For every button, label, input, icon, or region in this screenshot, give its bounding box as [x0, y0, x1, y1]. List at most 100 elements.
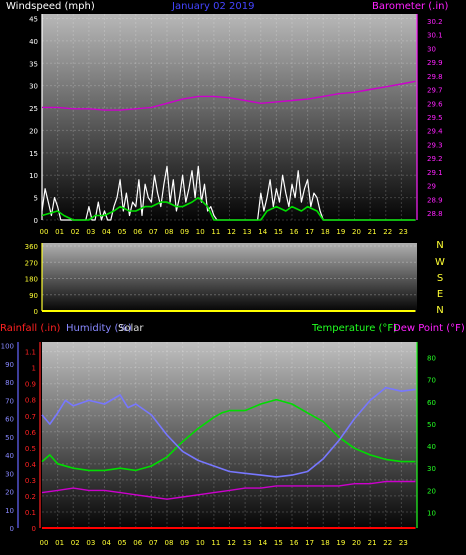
- direction-y-tick-label: 270: [25, 259, 38, 267]
- x-tick-label: 13: [243, 228, 252, 236]
- baro-y-tick-label: 28.8: [427, 210, 443, 218]
- rain-y-tick-label: 1.1: [25, 349, 36, 357]
- wind-direction-plot-area: [42, 243, 417, 311]
- x-tick-label: 08: [165, 228, 174, 236]
- x-tick-label: 23: [399, 228, 408, 236]
- rainfall-axis-label: Rainfall (.in): [0, 323, 61, 334]
- x-tick-label: 13: [243, 539, 252, 547]
- humidity-y-tick-label: 70: [5, 397, 14, 405]
- temperature-series-line: [41, 398, 416, 472]
- wind-y-tick-label: 30: [29, 83, 38, 91]
- temp-y-tick-label: 10: [427, 510, 436, 518]
- wind-baro-grid: [41, 14, 418, 221]
- x-tick-label: 05: [118, 228, 127, 236]
- x-tick-label: 17: [305, 228, 314, 236]
- rain-y-tick-label: 0.9: [25, 381, 36, 389]
- wind-y-tick-label: 35: [29, 60, 38, 68]
- humidity-y-tick-label: 10: [5, 507, 14, 515]
- x-tick-label: 16: [290, 228, 299, 236]
- direction-y-tick-label: 360: [25, 243, 38, 251]
- x-tick-label: 07: [149, 228, 158, 236]
- temp-y-tick-label: 40: [427, 443, 436, 451]
- rain-y-tick-label: 0.4: [25, 461, 37, 469]
- x-tick-label: 03: [86, 539, 95, 547]
- x-tick-label: 07: [149, 539, 158, 547]
- x-tick-label: 00: [40, 228, 49, 236]
- baro-y-tick-label: 30.1: [427, 32, 443, 40]
- x-tick-label: 08: [165, 539, 174, 547]
- windspeed-axis-label: Windspeed (mph): [6, 1, 95, 12]
- baro-y-tick-label: 29.6: [427, 100, 443, 108]
- wind-baro-ticks: 05101520253035404528.828.92929.129.229.3…: [29, 15, 443, 236]
- direction-y-tick-label: 0: [34, 308, 38, 316]
- x-tick-label: 17: [305, 539, 314, 547]
- wind-y-tick-label: 25: [29, 105, 38, 113]
- x-tick-label: 18: [321, 539, 330, 547]
- wind-baro-marks: [41, 80, 416, 221]
- compass-label-n: N: [436, 240, 443, 251]
- humidity-y-tick-label: 50: [5, 434, 14, 442]
- x-tick-label: 15: [274, 228, 283, 236]
- x-tick-label: 12: [227, 228, 236, 236]
- humidity-axis-label: Humidity (%): [66, 323, 132, 334]
- dewpoint-axis-label: Dew Point (°F): [393, 323, 465, 334]
- direction-y-tick-label: 180: [25, 276, 38, 284]
- x-tick-label: 23: [399, 539, 408, 547]
- x-tick-label: 09: [180, 539, 189, 547]
- x-tick-label: 04: [102, 539, 111, 547]
- x-tick-label: 11: [211, 228, 220, 236]
- baro-y-tick-label: 29.5: [427, 114, 443, 122]
- direction-y-tick-label: 90: [29, 292, 38, 300]
- x-tick-label: 15: [274, 539, 283, 547]
- baro-y-tick-label: 30: [427, 45, 436, 53]
- rain-y-tick-label: 0.7: [25, 413, 36, 421]
- x-tick-label: 01: [55, 539, 64, 547]
- solar-axis-label: Solar: [118, 323, 144, 334]
- humidity-y-tick-label: 30: [5, 470, 14, 478]
- x-tick-label: 05: [118, 539, 127, 547]
- wind-y-tick-label: 40: [29, 38, 38, 46]
- temp-humidity-marks: [41, 386, 416, 529]
- humidity-y-tick-label: 60: [5, 416, 14, 424]
- humidity-y-tick-label: 0: [10, 525, 14, 533]
- wind-y-tick-label: 15: [29, 150, 38, 158]
- baro-y-tick-label: 28.9: [427, 196, 443, 204]
- humidity-y-tick-label: 100: [1, 343, 14, 351]
- temp-y-tick-label: 70: [427, 377, 436, 385]
- x-tick-label: 10: [196, 228, 205, 236]
- barometer-series-line: [42, 80, 416, 111]
- wind-y-tick-label: 5: [34, 195, 38, 203]
- rain-y-tick-label: 0: [32, 525, 36, 533]
- date-label: January 02 2019: [171, 1, 254, 12]
- x-tick-label: 22: [383, 539, 392, 547]
- rain-y-tick-label: 0.8: [25, 397, 36, 405]
- x-tick-label: 06: [133, 539, 142, 547]
- compass-label-w: W: [435, 257, 445, 268]
- wind-average-series-line: [41, 196, 416, 221]
- x-tick-label: 00: [40, 539, 49, 547]
- baro-y-tick-label: 29: [427, 183, 436, 191]
- rain-y-tick-label: 1: [32, 365, 36, 373]
- x-tick-label: 10: [196, 539, 205, 547]
- wind-direction-ticks: 0 90 180 270 360: [25, 243, 38, 316]
- wind-y-tick-label: 10: [29, 172, 38, 180]
- windspeed-series-line: [41, 165, 416, 221]
- humidity-y-tick-label: 40: [5, 452, 14, 460]
- temp-y-tick-label: 60: [427, 399, 436, 407]
- x-tick-label: 02: [71, 539, 80, 547]
- baro-y-tick-label: 29.9: [427, 59, 443, 67]
- x-tick-label: 12: [227, 539, 236, 547]
- x-tick-label: 11: [211, 539, 220, 547]
- wind-baro-plot-area: [42, 14, 417, 220]
- wind-y-tick-label: 0: [34, 217, 38, 225]
- x-tick-label: 18: [321, 228, 330, 236]
- x-tick-label: 14: [258, 228, 267, 236]
- rain-y-tick-label: 0.2: [25, 493, 36, 501]
- baro-y-tick-label: 29.7: [427, 87, 443, 95]
- rain-y-tick-label: 0.5: [25, 445, 36, 453]
- baro-y-tick-label: 29.3: [427, 141, 443, 149]
- x-tick-label: 21: [368, 539, 377, 547]
